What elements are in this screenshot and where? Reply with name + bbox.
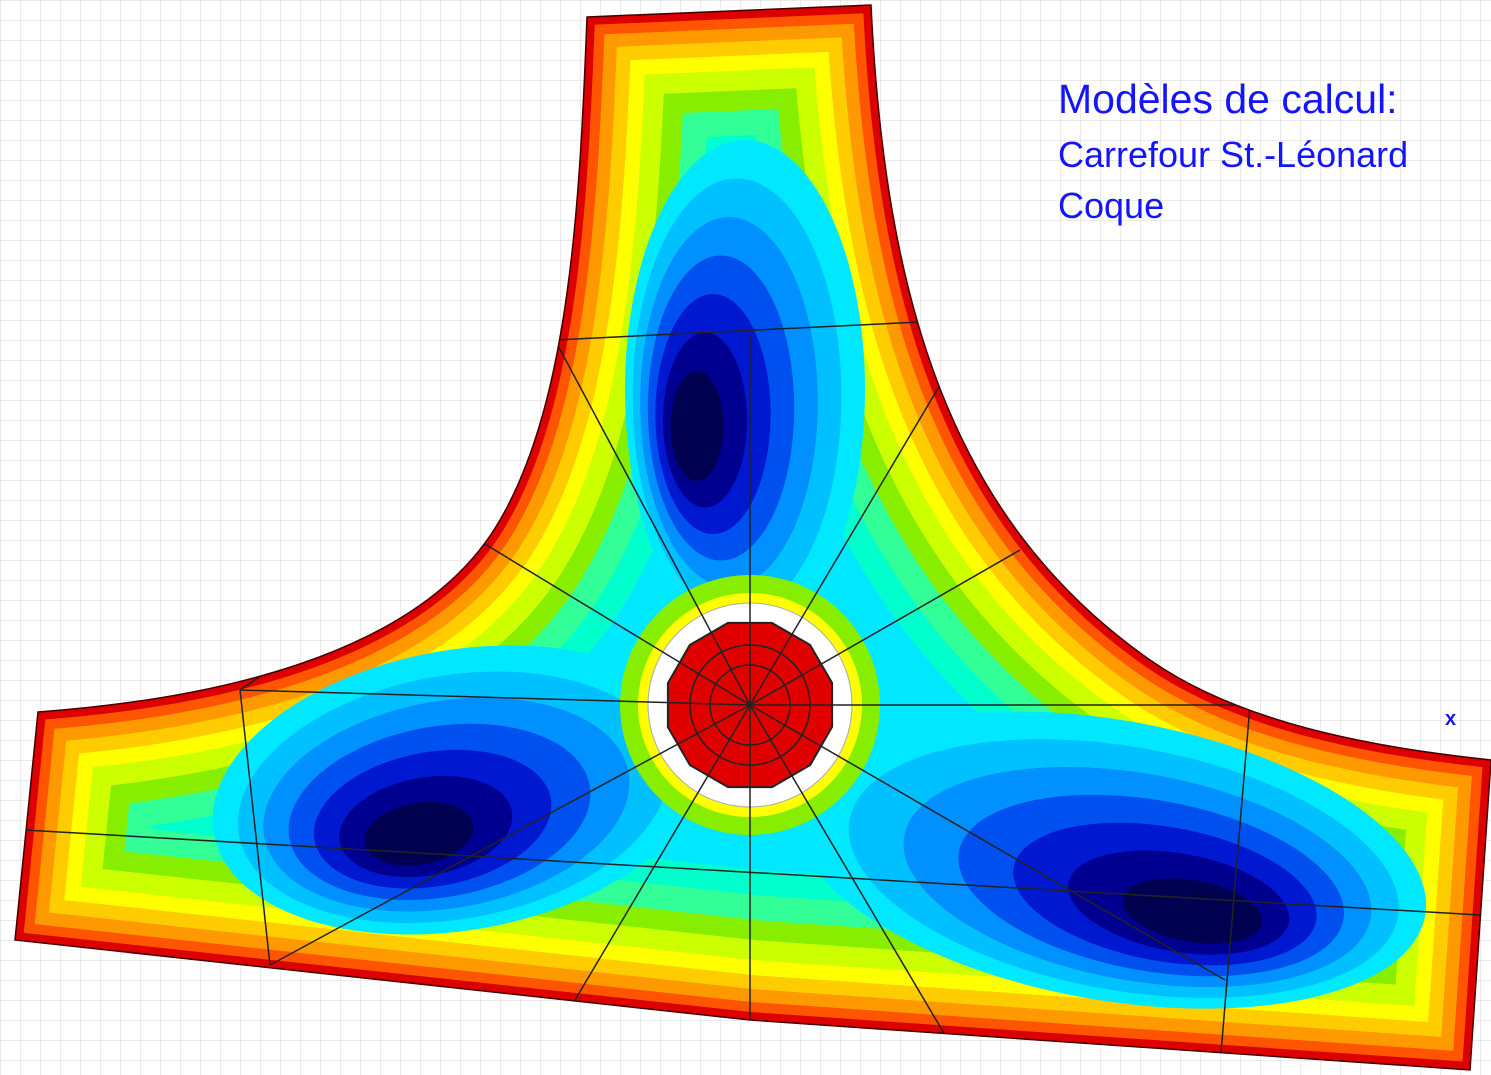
fe-model-view: Modèles de calcul: Carrefour St.-Léonard… <box>0 0 1491 1075</box>
subtitle-line: Coque <box>1058 185 1164 226</box>
marker: x <box>1445 708 1456 730</box>
title: Modèles de calcul: <box>1058 76 1398 122</box>
contour-blob <box>671 371 724 481</box>
subtitle-line: Carrefour St.-Léonard <box>1058 134 1408 175</box>
